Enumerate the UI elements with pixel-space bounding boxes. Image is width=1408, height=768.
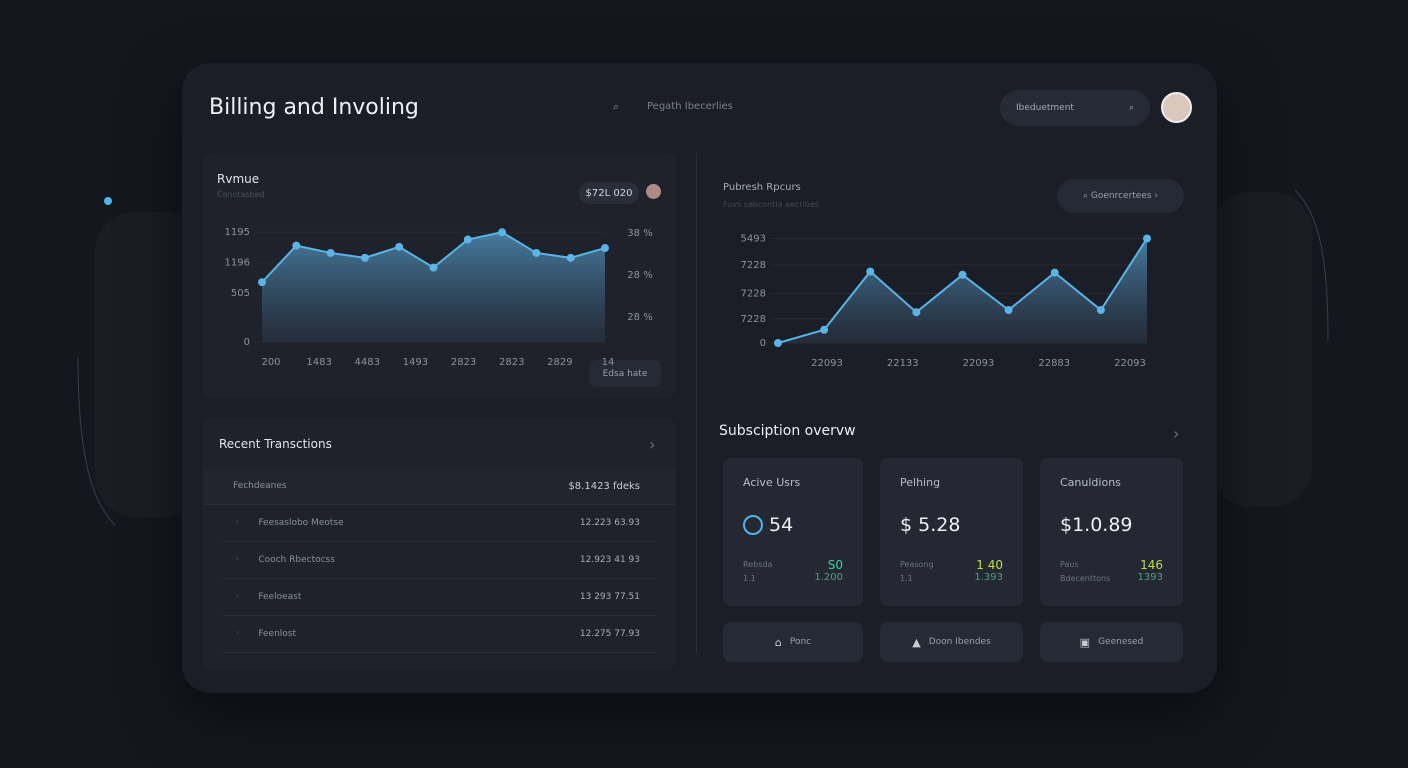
search-input[interactable]: Pegath Ibecerlies [647, 101, 733, 112]
header-cell: $8.1423 fdeks [568, 480, 640, 492]
stat-value: $ 5.28 [900, 514, 960, 536]
stat-card: Pelhing $ 5.28 Peasong 1 40 1.1 1.393 [880, 458, 1023, 606]
dot [104, 197, 112, 205]
stat-sub-value: 1 40 [976, 558, 1003, 572]
page-title: Billing and Involing [209, 95, 419, 120]
stat-sub-label: 1.1 [743, 574, 756, 583]
stat-sub-value: 146 [1140, 558, 1163, 572]
button-label: Goenrcertees [1090, 191, 1152, 201]
button-label: Doon Ibendes [928, 637, 991, 647]
action-pill[interactable]: Ibeduetment ⌕ [1000, 90, 1150, 126]
row-icon: ◦ [235, 555, 241, 565]
stat-number: $ 5.28 [900, 514, 961, 536]
row-icon: ◦ [235, 592, 241, 602]
bg-blob [1210, 192, 1312, 507]
row-amount: 12.923 41 93 [579, 555, 640, 565]
icon: ⌕ [1082, 191, 1091, 201]
stat-sub-value: S0 [827, 558, 843, 572]
stat-label: Acive Usrs [743, 476, 801, 489]
row-icon: ◦ [235, 629, 241, 639]
action-button[interactable]: ▣ Geenesed [1040, 622, 1183, 662]
transactions-card: Recent Transctions › Fechdeanes $8.1423 f… [203, 418, 676, 670]
header-cell: Fechdeanes [233, 481, 287, 491]
badge: $72L 020 [579, 182, 639, 204]
row-label: ◦ Feeloeast [235, 592, 301, 602]
stat-sub-label: Rebsda [743, 560, 773, 569]
status-ring [743, 515, 763, 535]
stat-label: Canuldions [1060, 476, 1121, 489]
stat-card: Canuldions $1.0.89 Paus 146 Bdecenttons 1393 [1040, 458, 1183, 606]
card-title: Recent Transctions [219, 437, 332, 451]
section-title: Subsciption overvw [719, 423, 856, 439]
stat-sub-value: 1.200 [814, 572, 843, 583]
row-amount: 12.223 63.93 [579, 518, 640, 528]
chevron[interactable]: › [649, 435, 656, 454]
stat-sub-label: Bdecenttons [1060, 574, 1111, 583]
chevron[interactable]: › [1173, 424, 1180, 443]
search-icon[interactable]: ⌕ [613, 100, 620, 113]
card-title: Pubresh Rpcurs [723, 182, 801, 193]
row-amount: 13 293 77.51 [579, 592, 640, 602]
button-label: Geenesed [1098, 637, 1144, 647]
button-label: Ponc [789, 637, 812, 647]
stat-value: $1.0.89 [1060, 514, 1133, 536]
stat-value: 54 [743, 514, 793, 536]
table-row: ◦ Feenlost 12.275 77.93 [223, 616, 656, 653]
row-name: Feenlost [258, 629, 296, 639]
stat-sub-label: 1.1 [900, 574, 913, 583]
table-row: ◦ Cooch Rbectocss 12.923 41 93 [223, 542, 656, 579]
divider [696, 153, 697, 653]
icon: ⌕ [1128, 103, 1134, 113]
row-name: Feeloeast [258, 592, 302, 602]
table-row: ◦ Feesaslobo Meotse 12.223 63.93 [223, 505, 656, 542]
card-title: Rvmue [217, 172, 260, 186]
card-subtitle: Fuvs sebcontia aecribes [723, 200, 819, 209]
stat-number: 54 [769, 514, 794, 536]
avatar-small [646, 184, 661, 199]
row-amount: 12.275 77.93 [579, 629, 640, 639]
stat-sub-value: 1.393 [974, 572, 1003, 583]
stat-sub-label: Paus [1060, 560, 1079, 569]
table-header: Fechdeanes $8.1423 fdeks [203, 468, 676, 505]
avatar[interactable] [1161, 92, 1192, 123]
button-icon: ▣ [1079, 635, 1091, 649]
icon: › [1151, 191, 1159, 201]
chart-button[interactable]: ⌕ Goenrcertees › [1057, 179, 1184, 213]
row-icon: ◦ [235, 518, 241, 528]
button-icon: ▲ [912, 635, 921, 649]
row-name: Cooch Rbectocss [258, 555, 335, 565]
action-button[interactable]: ▲ Doon Ibendes [880, 622, 1023, 662]
row-label: ◦ Cooch Rbectocss [235, 555, 335, 565]
row-label: ◦ Feesaslobo Meotse [235, 518, 344, 528]
stat-number: $1.0.89 [1060, 514, 1133, 536]
table-row: ◦ Feeloeast 13 293 77.51 [223, 579, 656, 616]
stat-label: Pelhing [900, 476, 941, 489]
action-label: Ibeduetment [1016, 103, 1074, 113]
stat-sub-label: Peasong [900, 560, 934, 569]
stat-sub-value: 1393 [1137, 572, 1163, 583]
button-icon: ⌂ [774, 635, 782, 649]
chart-button[interactable]: Edsa hate [589, 360, 661, 387]
row-name: Feesaslobo Meotse [258, 518, 344, 528]
action-button[interactable]: ⌂ Ponc [723, 622, 863, 662]
row-label: ◦ Feenlost [235, 629, 296, 639]
stat-card: Acive Usrs 54 Rebsda S0 1.1 1.200 [723, 458, 863, 606]
card-subtitle: Cenotasbed [217, 190, 265, 199]
